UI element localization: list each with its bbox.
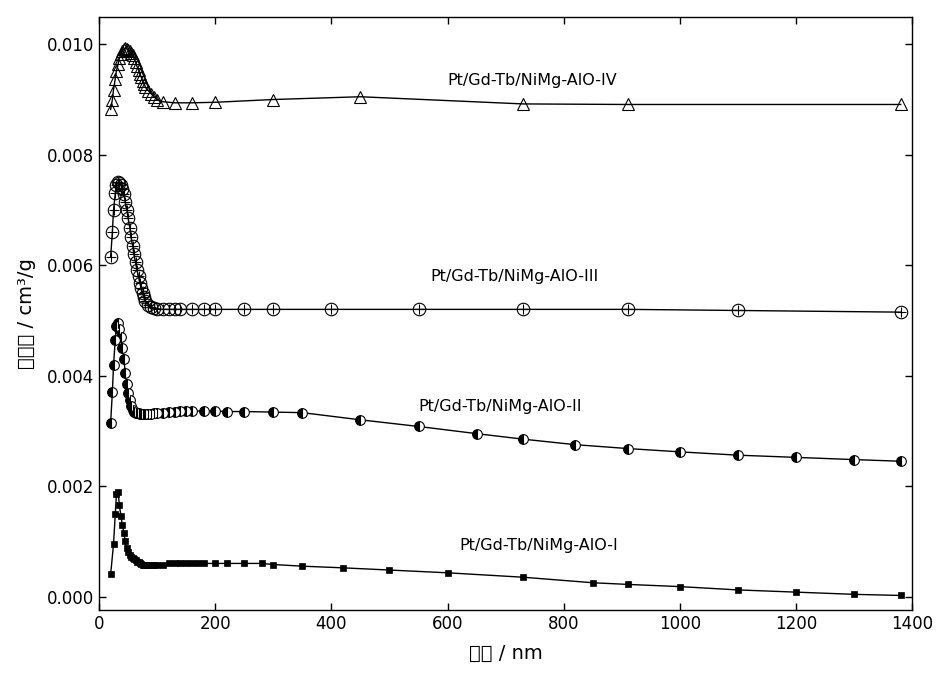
Text: Pt/Gd-Tb/NiMg-AlO-II: Pt/Gd-Tb/NiMg-AlO-II [419,398,582,413]
Text: Pt/Gd-Tb/NiMg-AlO-III: Pt/Gd-Tb/NiMg-AlO-III [430,269,598,284]
X-axis label: 孔径 / nm: 孔径 / nm [468,645,542,663]
Y-axis label: 吸附量 / cm³/g: 吸附量 / cm³/g [17,258,36,369]
Text: Pt/Gd-Tb/NiMg-AlO-I: Pt/Gd-Tb/NiMg-AlO-I [459,539,618,554]
Text: Pt/Gd-Tb/NiMg-AlO-IV: Pt/Gd-Tb/NiMg-AlO-IV [447,73,618,88]
